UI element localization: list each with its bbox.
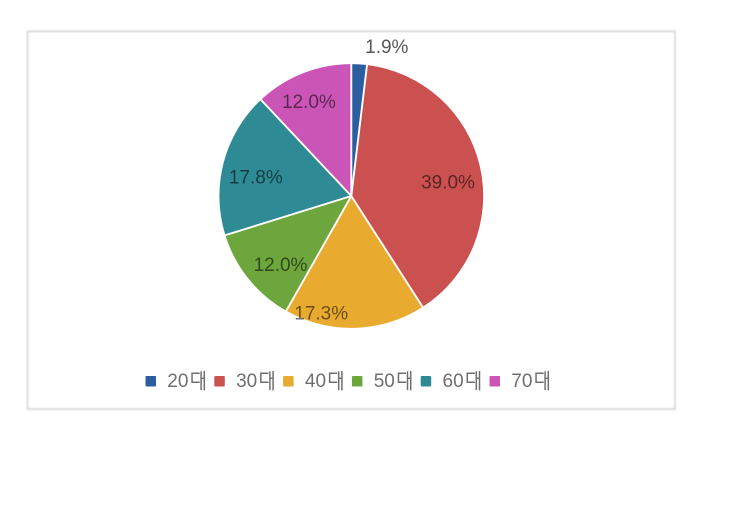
svg-text:39.0%: 39.0% [421,172,475,193]
svg-text:12.0%: 12.0% [282,92,336,113]
svg-text:1.9%: 1.9% [365,37,408,58]
svg-text:20: 20 [167,371,188,392]
svg-text:17.8%: 17.8% [229,167,283,188]
svg-text:70: 70 [511,371,532,392]
svg-text:50: 50 [374,371,395,392]
svg-text:40: 40 [305,371,326,392]
svg-text:60: 60 [443,371,464,392]
svg-text:17.3%: 17.3% [294,304,348,325]
svg-text:30: 30 [236,371,257,392]
svg-text:12.0%: 12.0% [254,255,308,276]
